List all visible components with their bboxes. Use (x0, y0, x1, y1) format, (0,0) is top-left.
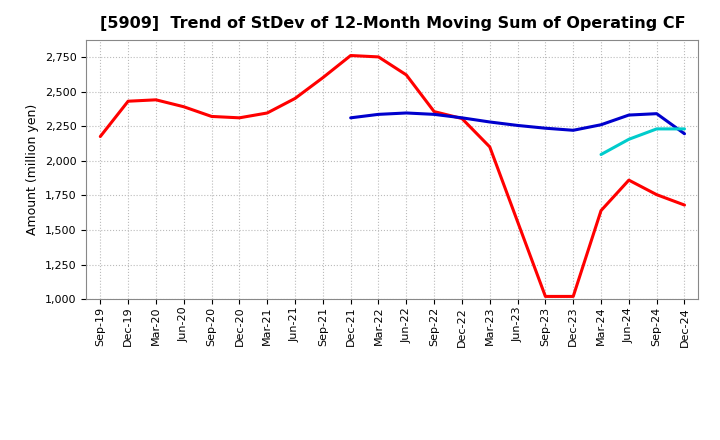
3 Years (263, 110, 271, 116)
3 Years (485, 144, 494, 150)
5 Years (652, 111, 661, 116)
3 Years (235, 115, 243, 121)
Line: 7 Years: 7 Years (601, 129, 685, 154)
3 Years (652, 192, 661, 197)
3 Years (96, 134, 104, 139)
5 Years (430, 112, 438, 117)
5 Years (458, 115, 467, 121)
3 Years (152, 97, 161, 103)
3 Years (124, 99, 132, 104)
3 Years (374, 54, 383, 59)
3 Years (624, 177, 633, 183)
5 Years (374, 112, 383, 117)
5 Years (346, 115, 355, 121)
5 Years (513, 123, 522, 128)
5 Years (597, 122, 606, 128)
3 Years (291, 96, 300, 101)
7 Years (652, 126, 661, 132)
3 Years (541, 294, 550, 299)
Line: 3 Years: 3 Years (100, 55, 685, 297)
3 Years (458, 116, 467, 121)
5 Years (569, 128, 577, 133)
3 Years (402, 72, 410, 77)
Title: [5909]  Trend of StDev of 12-Month Moving Sum of Operating CF: [5909] Trend of StDev of 12-Month Moving… (99, 16, 685, 32)
3 Years (430, 109, 438, 114)
3 Years (318, 75, 327, 81)
5 Years (541, 125, 550, 131)
5 Years (402, 110, 410, 116)
3 Years (346, 53, 355, 58)
3 Years (513, 219, 522, 224)
3 Years (680, 202, 689, 208)
5 Years (485, 119, 494, 125)
3 Years (207, 114, 216, 119)
Line: 5 Years: 5 Years (351, 113, 685, 134)
3 Years (179, 104, 188, 110)
7 Years (624, 137, 633, 142)
3 Years (569, 294, 577, 299)
Y-axis label: Amount (million yen): Amount (million yen) (27, 104, 40, 235)
7 Years (680, 126, 689, 132)
5 Years (624, 112, 633, 117)
3 Years (597, 208, 606, 213)
5 Years (680, 131, 689, 136)
7 Years (597, 152, 606, 157)
